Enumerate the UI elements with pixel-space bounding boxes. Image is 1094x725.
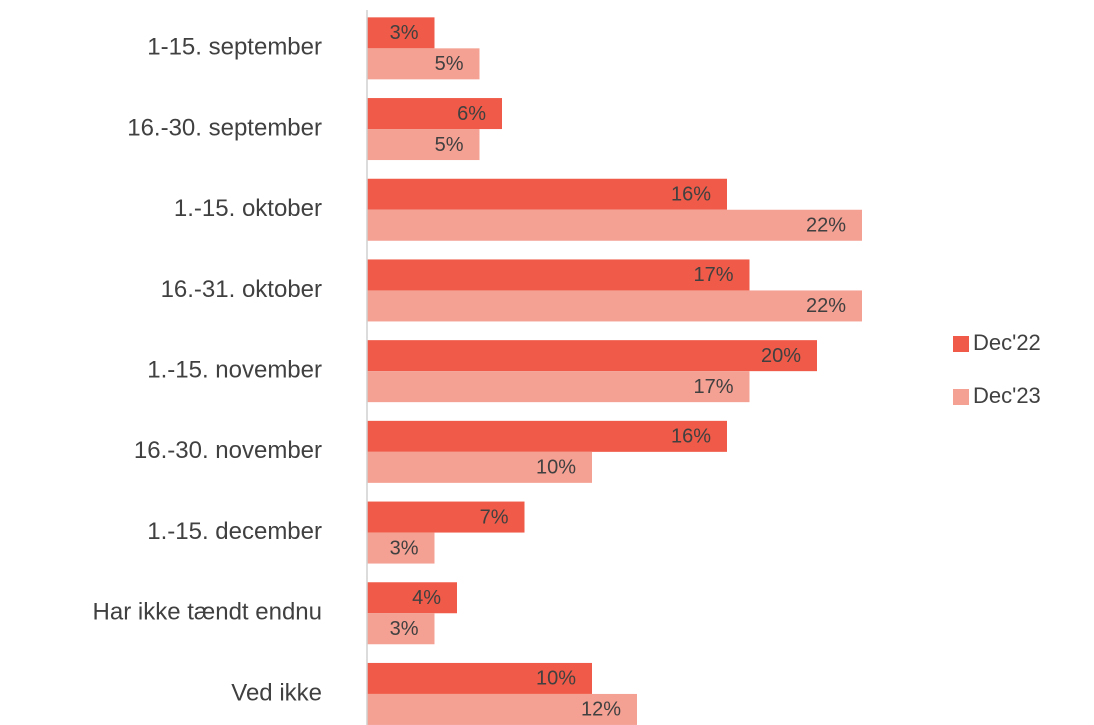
y-tick-label: 1.-15. oktober [174,195,322,222]
data-label: 4% [412,587,441,609]
y-tick-label: 1.-15. november [147,356,322,383]
bar [367,178,727,210]
data-label: 6% [457,103,486,125]
data-label: 22% [806,295,846,317]
data-label: 3% [390,22,419,44]
y-tick-label: Har ikke tændt endnu [93,599,322,626]
bar [367,420,727,452]
y-tick-label: 1-15. september [147,34,322,61]
bar [367,582,457,614]
bar [367,98,502,130]
y-tick-label: 16.-30. november [134,437,322,464]
bar [367,501,525,533]
legend-label: Dec'23 [973,383,1041,408]
data-label: 20% [761,345,801,367]
y-tick-label: Ved ikke [231,679,322,706]
data-label: 5% [435,134,464,156]
bar [367,532,435,564]
y-tick-label: 16.-30. september [127,114,322,141]
bar [367,613,435,645]
data-label: 16% [671,426,711,448]
y-tick-label: 1.-15. december [147,518,322,545]
data-label: 10% [536,457,576,479]
bar [367,17,435,49]
data-label: 17% [693,264,733,286]
legend-label: Dec'22 [973,330,1041,355]
bar [367,371,750,403]
data-label: 10% [536,668,576,690]
bar [367,259,750,291]
data-label: 17% [693,376,733,398]
data-label: 16% [671,184,711,206]
legend-swatch [953,389,969,405]
data-label: 3% [390,618,419,640]
legend-swatch [953,336,969,352]
bar [367,290,862,322]
bar [367,48,480,80]
data-label: 5% [435,53,464,75]
bar [367,340,817,372]
data-label: 3% [390,537,419,559]
data-label: 22% [806,215,846,237]
bar [367,662,592,694]
y-tick-label: 16.-31. oktober [161,276,322,303]
bar [367,209,862,241]
bar [367,451,592,483]
data-label: 7% [480,506,509,528]
bar [367,129,480,161]
bar [367,693,637,725]
data-label: 12% [581,699,621,721]
